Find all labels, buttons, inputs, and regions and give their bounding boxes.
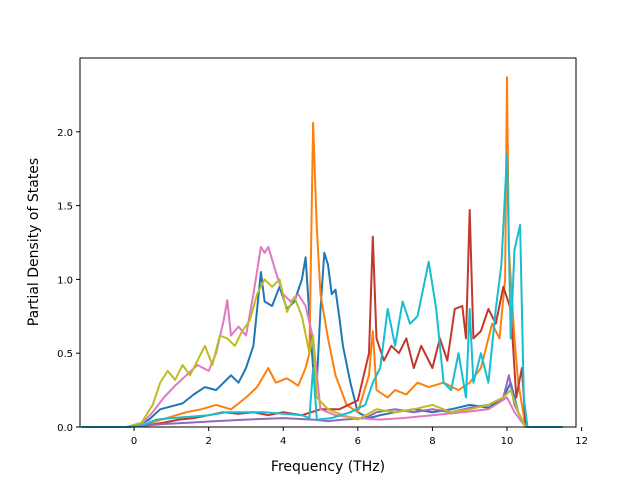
y-tick-label: 1.5 bbox=[57, 202, 73, 213]
x-tick-label: 8 bbox=[429, 436, 435, 447]
y-tick-label: 2.0 bbox=[57, 128, 73, 139]
x-tick-label: 4 bbox=[280, 436, 286, 447]
x-axis-label: Frequency (THz) bbox=[271, 459, 385, 475]
x-axis-ticks: 0 2 4 6 8 10 12 bbox=[131, 427, 588, 447]
y-axis-ticks: 0.0 0.5 1.0 1.5 2.0 bbox=[57, 128, 80, 434]
y-tick-label: 0.5 bbox=[57, 349, 73, 360]
x-tick-label: 0 bbox=[131, 436, 137, 447]
series-line-7 bbox=[81, 152, 563, 428]
y-tick-label: 0.0 bbox=[57, 423, 73, 434]
series-line-4 bbox=[81, 374, 563, 428]
plot-frame bbox=[79, 57, 577, 428]
x-tick-label: 12 bbox=[575, 436, 588, 447]
series-line-5 bbox=[81, 245, 563, 428]
series-layer bbox=[81, 76, 563, 428]
x-tick-label: 6 bbox=[355, 436, 361, 447]
x-tick-label: 2 bbox=[205, 436, 211, 447]
y-axis-label: Partial Density of States bbox=[26, 158, 42, 326]
series-line-6 bbox=[81, 278, 563, 428]
y-tick-label: 1.0 bbox=[57, 275, 73, 286]
x-tick-label: 10 bbox=[501, 436, 514, 447]
